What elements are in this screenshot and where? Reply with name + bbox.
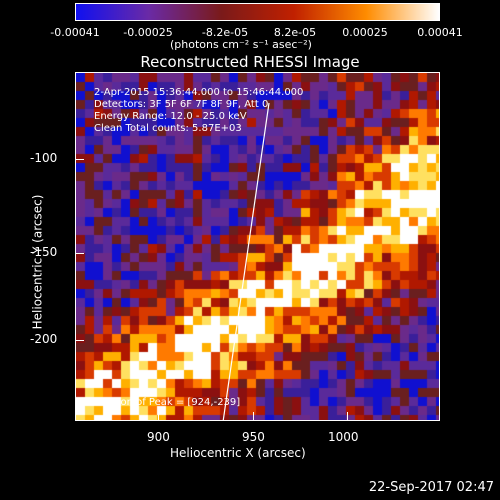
colorbar-tick: 0.00041 [417,26,463,39]
x-tick: 900 [147,430,170,444]
colorbar-tick: -8.2e-05 [201,26,249,39]
plot-title: Reconstructed RHESSI Image [140,53,360,71]
rhessi-heatmap [76,73,439,420]
x-tick: 1000 [328,430,359,444]
colorbar-tick: 8.2e-05 [273,26,317,39]
y-tick: -150 [30,245,58,259]
colorbar-tick: 0.00025 [342,26,388,39]
y-axis-title: Heliocentric Y (arcsec) [30,194,45,330]
y-tick: -100 [30,151,58,165]
colorbar-tick: -0.00041 [50,26,100,39]
detectors-label: Detectors: 3F 5F 6F 7F 8F 9F, Att 0 [94,99,269,110]
plot-timestamp: 22-Sep-2017 02:47 [368,480,494,495]
colorbar-units: (photons cm⁻² s⁻¹ asec⁻²) [170,38,312,51]
clean-counts-label: Clean Total counts: 5.87E+03 [94,123,242,134]
rhessi-image: 2-Apr-2015 15:36:44.000 to 15:46:44.000 … [75,72,440,421]
x-axis-title: Heliocentric X (arcsec) [170,446,306,460]
colorbar [75,3,440,21]
colorbar-tick: -0.00025 [123,26,173,39]
energy-range-label: Energy Range: 12.0 - 25.0 keV [94,111,247,122]
limb-line [222,102,270,420]
y-tick: -200 [30,332,58,346]
x-tick: 950 [242,430,265,444]
peak-position-label: Position of Peak = [924,-239] [94,397,241,408]
time-range-label: 2-Apr-2015 15:36:44.000 to 15:46:44.000 [94,87,304,98]
